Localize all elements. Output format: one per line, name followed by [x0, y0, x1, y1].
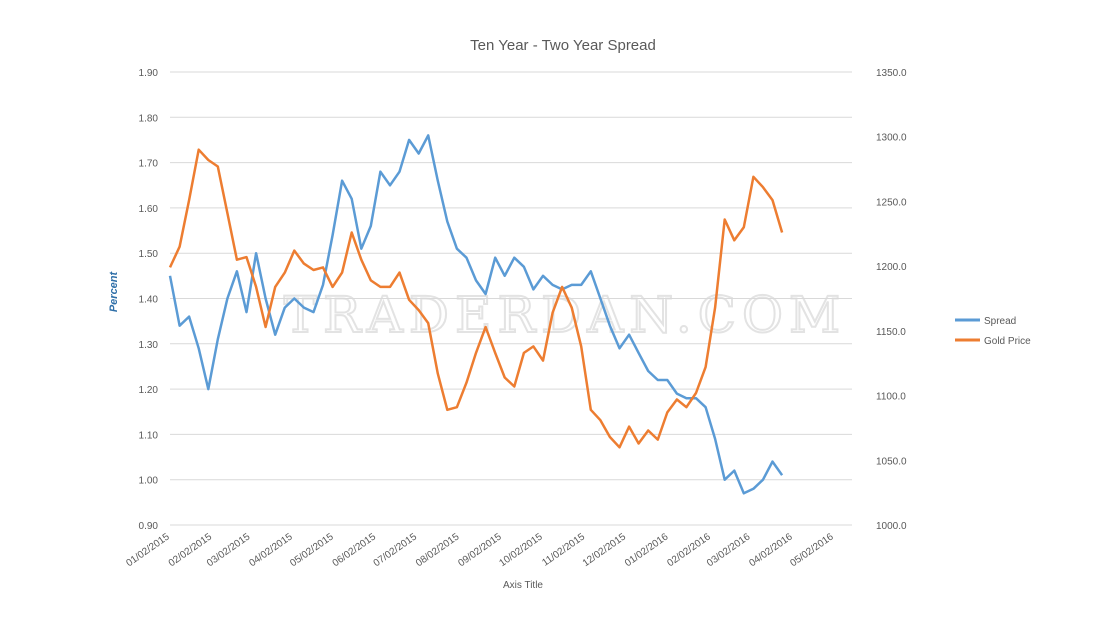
y-tick-label: 1.30 — [139, 340, 159, 351]
x-tick-label: 01/02/2015 — [124, 531, 172, 569]
x-tick-label: 09/02/2015 — [456, 531, 504, 569]
y-axis-title: Percent — [108, 270, 120, 312]
y-axis-ticks: 0.90 1.00 1.10 1.20 1.30 1.40 1.50 1.60 1.70 1.80… — [139, 68, 159, 532]
y2-tick-label: 1250.0 — [876, 197, 907, 208]
y-tick-label: 1.40 — [139, 295, 159, 306]
x-tick-label: 05/02/2015 — [288, 531, 336, 569]
x-tick-label: 12/02/2015 — [581, 531, 629, 569]
y-tick-label: 1.20 — [139, 385, 159, 396]
gridlines — [170, 71, 852, 526]
x-tick-label: 08/02/2015 — [414, 531, 462, 569]
y2-axis-ticks: 1000.0 1050.0 1100.0 1150.0 1200.0 1250.0 1300… — [876, 68, 907, 532]
y-tick-label: 1.00 — [139, 476, 159, 487]
y-tick-label: 1.70 — [139, 159, 159, 170]
series-line-spread — [168, 134, 784, 495]
x-tick-label: 10/02/2015 — [497, 531, 545, 569]
y2-tick-label: 1300.0 — [876, 133, 907, 144]
x-tick-label: 01/02/2016 — [623, 531, 671, 569]
x-tick-label: 11/02/2015 — [540, 531, 587, 569]
y-tick-label: 1.80 — [139, 113, 159, 124]
y-tick-label: 1.60 — [139, 204, 159, 215]
x-tick-label: 02/02/2016 — [665, 531, 713, 569]
series-line-gold-price — [168, 148, 784, 449]
chart-title: Ten Year - Two Year Spread — [470, 37, 656, 54]
x-tick-label: 04/02/2015 — [247, 531, 295, 569]
y-tick-label: 1.90 — [139, 68, 159, 79]
x-tick-label: 04/02/2016 — [747, 531, 795, 569]
x-tick-label: 05/02/2016 — [788, 531, 836, 569]
y-tick-label: 1.50 — [139, 249, 159, 260]
y2-tick-label: 1350.0 — [876, 68, 907, 79]
x-tick-label: 03/02/2016 — [705, 531, 753, 569]
y-tick-label: 0.90 — [139, 521, 159, 532]
y-tick-label: 1.10 — [139, 430, 159, 441]
y2-tick-label: 1200.0 — [876, 262, 907, 273]
x-tick-label: 06/02/2015 — [331, 531, 379, 569]
y2-tick-label: 1100.0 — [876, 392, 906, 403]
legend-label-gold-price: Gold Price — [984, 336, 1031, 347]
x-axis-ticks: 01/02/201502/02/201503/02/201504/02/2015… — [124, 531, 836, 569]
y2-tick-label: 1000.0 — [876, 521, 907, 532]
watermark: TRADERDAN.COM — [284, 286, 846, 344]
series-lines — [168, 134, 784, 495]
y2-tick-label: 1050.0 — [876, 456, 907, 467]
legend: Spread Gold Price — [955, 316, 1031, 347]
x-tick-label: 07/02/2015 — [372, 531, 420, 569]
legend-label-spread: Spread — [984, 316, 1016, 327]
x-tick-label: 03/02/2015 — [205, 531, 253, 569]
x-axis-title: Axis Title — [503, 580, 543, 591]
y2-tick-label: 1150.0 — [876, 327, 906, 338]
